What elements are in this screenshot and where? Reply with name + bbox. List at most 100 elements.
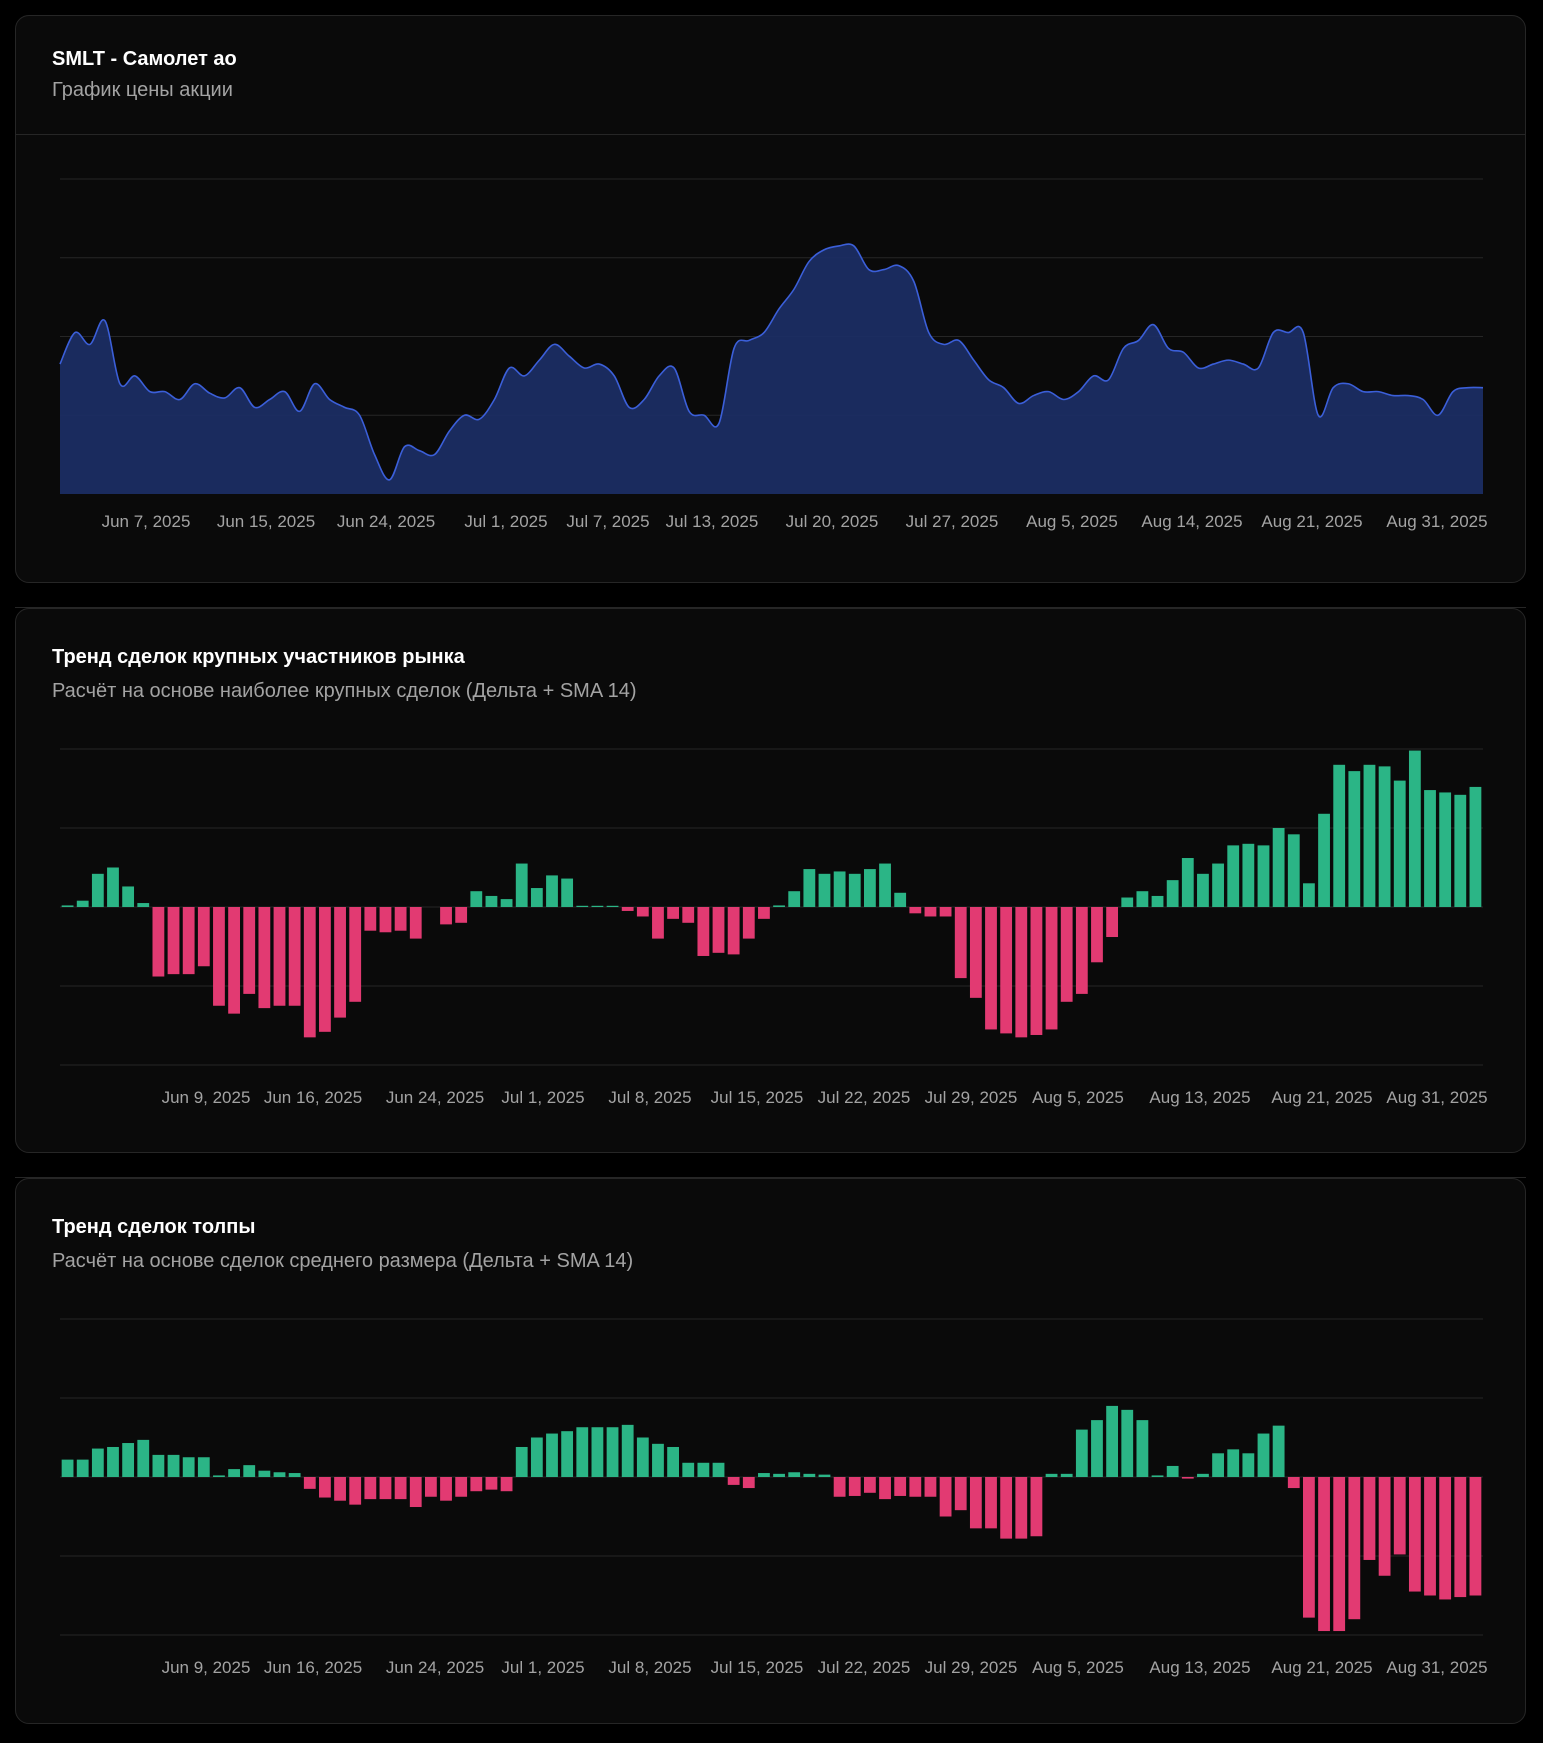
- positive-delta-bar: [1197, 1473, 1209, 1477]
- positive-delta-bar: [515, 863, 528, 907]
- negative-delta-bar: [621, 907, 634, 911]
- negative-delta-bar: [455, 1477, 468, 1497]
- negative-delta-bar: [1030, 1477, 1043, 1537]
- negative-delta-bar: [152, 907, 165, 977]
- price-area-fill: [60, 244, 1483, 494]
- negative-delta-bar: [319, 907, 331, 1032]
- positive-delta-bar: [1242, 843, 1255, 907]
- negative-delta-bar: [742, 907, 755, 939]
- positive-delta-bar: [1091, 1420, 1103, 1477]
- positive-delta-bar: [61, 905, 74, 907]
- positive-delta-bar: [561, 1431, 574, 1477]
- positive-delta-bar: [1045, 1473, 1058, 1477]
- negative-delta-bar: [258, 907, 271, 1009]
- negative-delta-bar: [954, 907, 967, 979]
- positive-delta-bar: [1454, 794, 1467, 907]
- positive-delta-bar: [91, 873, 104, 907]
- negative-delta-bar: [1287, 1477, 1300, 1489]
- negative-delta-bar: [727, 907, 740, 955]
- positive-delta-bar: [1181, 858, 1194, 907]
- positive-delta-bar: [576, 905, 589, 907]
- negative-delta-bar: [682, 907, 695, 923]
- positive-delta-bar: [561, 878, 574, 907]
- negative-delta-bar: [1030, 907, 1043, 1035]
- positive-delta-bar: [1212, 863, 1224, 907]
- x-tick-label: Jun 16, 2025: [264, 1658, 362, 1677]
- negative-delta-bar: [985, 907, 997, 1030]
- negative-delta-bar: [697, 907, 710, 956]
- x-tick-label: Aug 21, 2025: [1261, 512, 1362, 531]
- x-tick-label: Jun 16, 2025: [264, 1088, 362, 1107]
- negative-delta-bar: [758, 907, 770, 919]
- negative-delta-bar: [939, 1477, 952, 1517]
- positive-delta-bar: [122, 886, 135, 907]
- x-tick-label: Aug 5, 2025: [1032, 1088, 1124, 1107]
- positive-delta-bar: [773, 1473, 785, 1477]
- positive-delta-bar: [1272, 1425, 1285, 1477]
- positive-delta-bar: [1242, 1453, 1255, 1477]
- positive-delta-bar: [1439, 792, 1452, 907]
- negative-delta-bar: [969, 907, 982, 998]
- large-trades-title: Тренд сделок крупных участников рынка: [52, 646, 465, 668]
- positive-delta-bar: [1121, 1409, 1134, 1477]
- positive-delta-bar: [152, 1454, 165, 1477]
- negative-delta-bar: [243, 907, 256, 994]
- x-tick-label: Aug 21, 2025: [1271, 1658, 1372, 1677]
- price-card-divider: [16, 134, 1525, 135]
- negative-delta-bar: [379, 907, 392, 933]
- x-tick-label: Jul 22, 2025: [818, 1658, 911, 1677]
- negative-delta-bar: [636, 907, 649, 917]
- x-tick-label: Aug 5, 2025: [1026, 512, 1118, 531]
- positive-delta-bar: [1333, 764, 1346, 907]
- negative-delta-bar: [303, 907, 316, 1038]
- negative-delta-bar: [409, 907, 422, 939]
- x-tick-label: Jun 24, 2025: [337, 512, 435, 531]
- positive-delta-bar: [122, 1443, 135, 1477]
- positive-delta-bar: [1121, 897, 1134, 907]
- negative-delta-bar: [894, 1477, 907, 1496]
- positive-delta-bar: [591, 1427, 604, 1477]
- price-chart-card: SMLT - Самолет ао График цены акции Jun …: [15, 15, 1526, 583]
- negative-delta-bar: [924, 907, 937, 917]
- positive-delta-bar: [107, 1446, 119, 1477]
- positive-delta-bar: [1469, 786, 1482, 907]
- negative-delta-bar: [1393, 1477, 1406, 1555]
- negative-delta-bar: [273, 907, 286, 1006]
- negative-delta-bar: [1000, 907, 1013, 1034]
- negative-delta-bar: [985, 1477, 997, 1529]
- negative-delta-bar: [167, 907, 180, 975]
- x-tick-label: Aug 14, 2025: [1141, 512, 1242, 531]
- positive-delta-bar: [758, 1473, 770, 1477]
- positive-delta-bar: [1378, 766, 1391, 907]
- positive-delta-bar: [91, 1448, 104, 1477]
- positive-delta-bar: [1060, 1473, 1073, 1477]
- negative-delta-bar: [470, 1477, 483, 1492]
- negative-delta-bar: [652, 907, 664, 939]
- positive-delta-bar: [1257, 1433, 1270, 1477]
- x-tick-label: Jun 24, 2025: [386, 1088, 484, 1107]
- negative-delta-bar: [319, 1477, 331, 1498]
- positive-delta-bar: [576, 1427, 589, 1477]
- negative-delta-bar: [1469, 1477, 1482, 1596]
- positive-delta-bar: [1136, 891, 1149, 907]
- crowd-trades-bar-chart: Jun 9, 2025 Jun 16, 2025 Jun 24, 2025 Jul 1…: [60, 1318, 1488, 1677]
- negative-delta-bar: [848, 1477, 861, 1496]
- positive-delta-bar: [803, 1473, 816, 1477]
- negative-delta-bar: [349, 907, 362, 1002]
- crowd-trades-trend-card: Тренд сделок толпы Расчёт на основе сдел…: [15, 1178, 1526, 1724]
- positive-delta-bar: [848, 873, 861, 907]
- large-trades-trend-card: Тренд сделок крупных участников рынка Ра…: [15, 608, 1526, 1153]
- positive-delta-bar: [1348, 771, 1361, 907]
- positive-delta-bar: [1212, 1453, 1224, 1477]
- positive-delta-bar: [621, 1424, 634, 1477]
- positive-delta-bar: [228, 1469, 240, 1477]
- negative-delta-bar: [667, 907, 680, 919]
- negative-delta-bar: [455, 907, 468, 923]
- positive-delta-bar: [197, 1457, 210, 1477]
- positive-delta-bar: [818, 1474, 831, 1477]
- positive-delta-bar: [1151, 895, 1164, 907]
- positive-delta-bar: [652, 1443, 664, 1477]
- x-tick-label: Jul 8, 2025: [608, 1658, 691, 1677]
- positive-delta-bar: [1197, 873, 1209, 907]
- negative-delta-bar: [394, 907, 407, 931]
